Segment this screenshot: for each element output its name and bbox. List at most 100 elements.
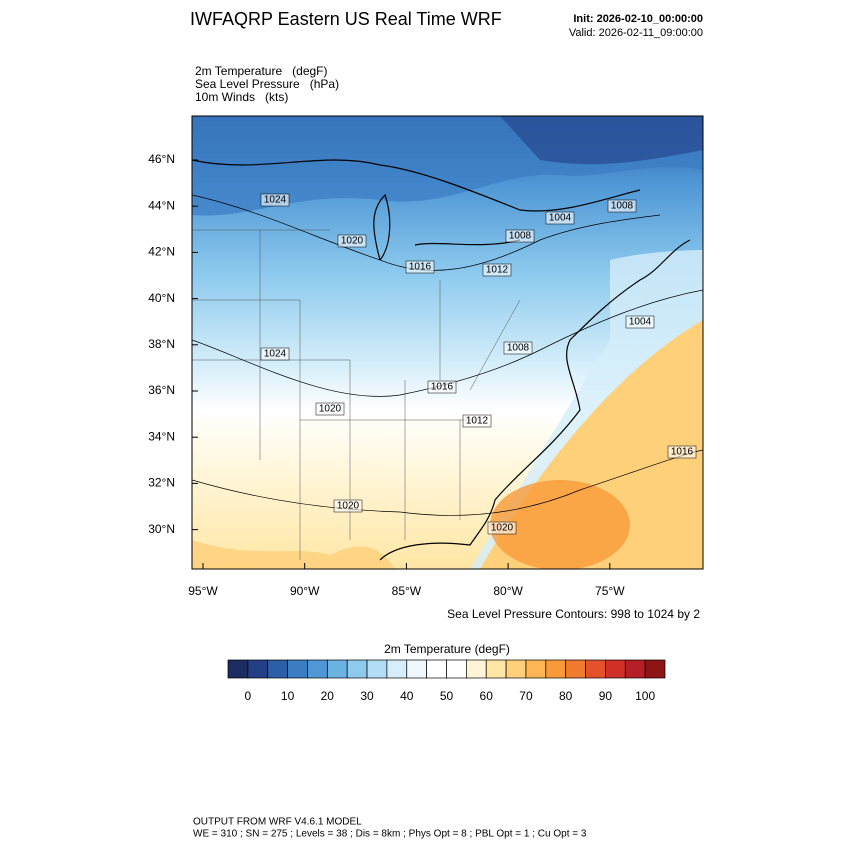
contour-label: 1024	[264, 349, 287, 360]
field-name: Sea Level Pressure (hPa)	[195, 77, 339, 91]
colorbar-tick-label: 0	[245, 689, 252, 703]
colorbar-box	[366, 659, 388, 679]
field-list: 2m Temperature (degF)Sea Level Pressure …	[195, 64, 339, 104]
contour-label: 1016	[671, 447, 694, 458]
map-frame	[191, 115, 704, 570]
colorbar: 0 10 20 30 40 50 60 70 80 90 100	[227, 659, 666, 703]
colorbar-box	[525, 659, 547, 679]
contour-label: 1016	[431, 382, 454, 393]
colorbar-box	[466, 659, 487, 679]
colorbar-title: 2m Temperature (degF)	[384, 642, 510, 656]
contour-label: 1004	[629, 317, 652, 328]
map-axes: 46°N 44°N 42°N 40°N 38°N 36°N 34°N 32°N 30°N 95°W…	[148, 152, 625, 598]
contour-label-box	[462, 414, 492, 428]
contour-label: 1020	[337, 501, 360, 512]
contour-label-box	[260, 193, 290, 207]
colorbar-box	[346, 659, 368, 679]
footer-line: WE = 310 ; SN = 275 ; Levels = 38 ; Dis …	[193, 829, 587, 840]
colorbar-box	[446, 659, 467, 679]
colorbar-tick-label: 90	[599, 689, 613, 703]
cold-region	[500, 116, 703, 165]
colorbar-box	[505, 659, 527, 679]
colorbar-tick-label: 60	[480, 689, 494, 703]
colorbar-box	[326, 659, 348, 679]
contour-label-box	[607, 199, 637, 213]
colorbar-tick-label: 70	[519, 689, 533, 703]
colorbar-box	[287, 659, 308, 679]
lon-label: 75°W	[595, 584, 625, 598]
colorbar-box	[565, 659, 586, 679]
colorbar-tick-label: 80	[559, 689, 573, 703]
lat-label: 40°N	[148, 291, 175, 305]
contour-label: 1024	[264, 195, 287, 206]
contour-note: Sea Level Pressure Contours: 998 to 1024…	[447, 607, 700, 621]
lat-label: 46°N	[148, 152, 175, 166]
colorbar-box	[307, 659, 328, 679]
contour-label-box	[667, 445, 697, 459]
lat-label: 34°N	[148, 429, 175, 443]
colorbar-tick-label: 40	[400, 689, 414, 703]
contour-label-box	[505, 229, 535, 243]
footer-line: OUTPUT FROM WRF V4.6.1 MODEL	[193, 817, 362, 828]
contour-label: 1020	[341, 236, 364, 247]
contour-label-box	[333, 499, 363, 513]
colorbar-box	[585, 659, 606, 679]
lat-label: 32°N	[148, 476, 175, 490]
lat-label: 36°N	[148, 383, 175, 397]
colorbar-box	[406, 659, 427, 679]
title: IWFAQRP Eastern US Real Time WRF	[190, 9, 502, 29]
colorbar-box	[644, 659, 666, 679]
contour-label-box	[482, 263, 512, 277]
contour-label: 1012	[486, 265, 509, 276]
lat-label: 30°N	[148, 522, 175, 536]
contour-label-box	[337, 234, 367, 248]
contour-label-box	[487, 521, 517, 535]
contour-label: 1016	[409, 262, 432, 273]
contour-label: 1008	[509, 231, 532, 242]
colorbar-box	[545, 659, 567, 679]
colorbar-tick-label: 20	[321, 689, 335, 703]
contour-label-box	[315, 402, 345, 416]
warm-core	[490, 480, 630, 569]
colorbar-tick-label: 100	[635, 689, 655, 703]
colorbar-box	[624, 659, 646, 679]
warm-region	[192, 540, 395, 569]
lat-label: 38°N	[148, 337, 175, 351]
colorbar-box	[485, 659, 507, 679]
valid-time: Valid: 2026-02-11_09:00:00	[569, 27, 703, 39]
init-time: Init: 2026-02-10_00:00:00	[573, 13, 703, 25]
lat-label: 44°N	[148, 198, 175, 212]
contour-label-box	[625, 315, 655, 329]
lon-label: 85°W	[392, 584, 422, 598]
colorbar-box	[386, 659, 408, 679]
colorbar-box	[227, 659, 249, 679]
contour-label-box	[503, 341, 533, 355]
contour-labels: 1024 1020 1016 1012 1008 1004 1008 1004 1024 1020…	[260, 193, 697, 535]
contour-label: 1004	[549, 213, 572, 224]
contour-label-box	[260, 347, 290, 361]
lon-label: 80°W	[493, 584, 523, 598]
colorbar-box	[426, 659, 447, 679]
field-name: 2m Temperature (degF)	[195, 64, 328, 78]
contour-label-box	[427, 380, 457, 394]
field-name: 10m Winds (kts)	[195, 90, 288, 104]
colorbar-box	[605, 659, 626, 679]
pressure-contours	[192, 194, 703, 516]
lon-label: 90°W	[290, 584, 320, 598]
coastlines	[192, 159, 691, 561]
colorbar-tick-label: 10	[281, 689, 295, 703]
lon-label: 95°W	[188, 584, 218, 598]
contour-label: 1020	[319, 404, 342, 415]
colorbar-tick-label: 30	[360, 689, 374, 703]
contour-label-box	[545, 211, 575, 225]
colorbar-tick-label: 50	[440, 689, 454, 703]
contour-label: 1008	[611, 201, 634, 212]
contour-label: 1008	[507, 343, 530, 354]
map: 1024 1020 1016 1012 1008 1004 1008 1004 1024 1020…	[192, 116, 703, 569]
colorbar-box	[267, 659, 288, 679]
colorbar-box	[247, 659, 269, 679]
contour-label-box	[405, 260, 435, 274]
contour-label: 1020	[491, 523, 514, 534]
